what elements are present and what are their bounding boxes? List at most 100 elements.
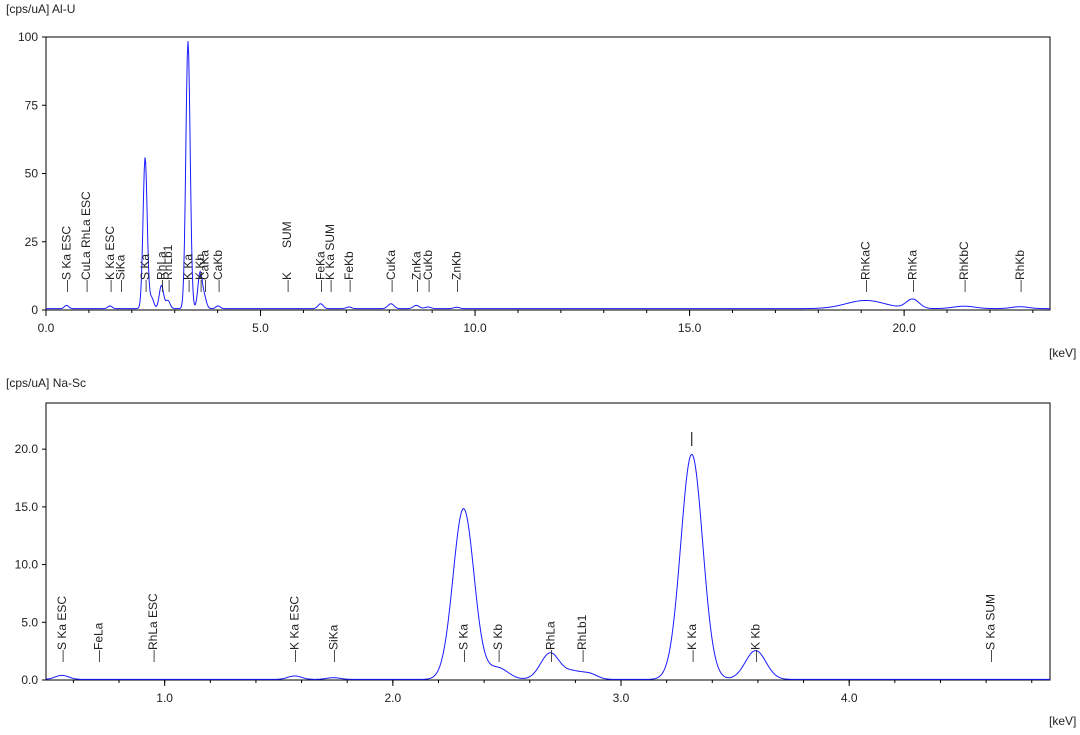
peak-annotation: —SiKa xyxy=(114,254,128,292)
x-tick-label: 5.0 xyxy=(252,321,269,335)
peak-annotation: —RhKa xyxy=(906,250,920,292)
y-axis-label: [cps/uA] Na-Sc xyxy=(6,376,86,390)
x-tick-label: 10.0 xyxy=(463,321,487,335)
peak-annotation: —FeKb xyxy=(342,251,356,292)
x-tick-label: 3.0 xyxy=(613,691,630,705)
spectrum-chart-na-sc: [cps/uA] Na-Sc [keV] 0.0 5.0 10.0 15.0 20.0 1.0… xyxy=(6,376,1076,728)
peak-label: —CuKa xyxy=(384,250,398,292)
y-tick-label: 100 xyxy=(18,30,38,44)
peak-annotation: —K Ka SUM xyxy=(323,224,337,292)
peak-annotation: —RhKb xyxy=(1013,250,1027,292)
peak-annotation: —RhLa ESC xyxy=(146,593,160,662)
spectrum-line xyxy=(46,41,1050,310)
peak-annotation: —K Ka ESC xyxy=(103,226,117,292)
peak-label: —CaKa xyxy=(197,250,211,292)
peak-annotation: —RhLa xyxy=(154,251,168,292)
y-tick-label: 10.0 xyxy=(15,558,39,572)
peak-label: —S Kb xyxy=(491,624,505,662)
peak-label: —K Ka ESC xyxy=(103,226,117,292)
y-tick-label: 0.0 xyxy=(21,673,38,687)
peak-label: —RhKa xyxy=(906,250,920,292)
peak-annotation: —CuLa RhLa ESC xyxy=(79,191,93,292)
peak-label: —RhLb1 xyxy=(575,614,589,662)
peak-annotation: —K Ka xyxy=(685,624,699,662)
peak-annotation: —CaKb xyxy=(211,250,225,292)
peak-label: —S Ka ESC xyxy=(60,226,74,292)
peak-annotation: —S Ka ESC xyxy=(60,226,74,292)
peak-label: —RhKbC xyxy=(957,241,971,292)
x-tick-label: 2.0 xyxy=(384,691,401,705)
peak-label: —K Ka xyxy=(181,254,195,292)
peak-label-secondary: SUM xyxy=(280,221,294,248)
peak-label: —CuLa RhLa ESC xyxy=(79,191,93,292)
peak-label: —K Ka xyxy=(685,624,699,662)
peak-annotation: —K SUM xyxy=(280,221,294,292)
x-tick-label: 0.0 xyxy=(38,321,55,335)
peak-label: —FeKa xyxy=(314,251,328,292)
peak-label: —ZnKb xyxy=(450,251,464,292)
peak-annotation: —K Ka xyxy=(181,254,195,292)
peak-annotation: —S Kb xyxy=(491,624,505,662)
peak-label: —SiKa xyxy=(114,254,128,292)
peak-annotation: —K Kb xyxy=(749,624,763,662)
peak-annotation: —K Ka ESC xyxy=(288,596,302,662)
peak-annotation: —S Ka xyxy=(457,624,471,662)
peak-annotation: —RhLb1 xyxy=(161,244,175,292)
peak-annotation: —S Ka ESC xyxy=(55,596,69,662)
y-tick-label: 75 xyxy=(25,98,39,112)
peak-label: —ZnKa xyxy=(409,251,423,292)
y-tick-label: 15.0 xyxy=(15,500,39,514)
spectrum-chart-al-u: [cps/uA] Al-U [keV] 0 25 50 75 100 0.0 5.0 10.0 15… xyxy=(6,2,1076,360)
peak-label: —CaKb xyxy=(211,250,225,292)
peak-label: —K Ka ESC xyxy=(288,596,302,662)
y-tick-label: 25 xyxy=(25,235,39,249)
peak-label: —S Ka xyxy=(138,254,152,292)
peak-annotation: —ZnKa xyxy=(409,251,423,292)
x-tick-label: 1.0 xyxy=(156,691,173,705)
peak-label: —S Ka ESC xyxy=(55,596,69,662)
x-axis-unit-label: [keV] xyxy=(1049,346,1076,360)
peak-annotation: —FeLa xyxy=(91,622,105,662)
y-tick-label: 5.0 xyxy=(21,615,38,629)
peak-label: —K Kb xyxy=(749,624,763,662)
peak-label: —RhLa xyxy=(154,251,168,292)
peak-label: —CuKb xyxy=(421,250,435,292)
peak-annotation: —ZnKb xyxy=(450,251,464,292)
peak-annotation: —S Ka xyxy=(138,254,152,292)
spectrum-line xyxy=(45,453,1050,680)
peak-label: —K xyxy=(280,272,294,292)
peak-label: —RhLb1 xyxy=(161,244,175,292)
peak-annotation: —CuKb xyxy=(421,250,435,292)
y-tick-label: 20.0 xyxy=(15,442,39,456)
peak-label: —RhKb xyxy=(1013,250,1027,292)
peak-annotation: —FeKa xyxy=(314,251,328,292)
peak-annotation: —RhKaC xyxy=(859,241,873,292)
peak-label: —RhLa xyxy=(543,621,557,662)
y-tick-label: 0 xyxy=(31,303,38,317)
peak-annotation: —K Kb xyxy=(193,254,207,292)
peak-annotation: —SiKa xyxy=(327,624,341,662)
x-tick-label: 20.0 xyxy=(892,321,916,335)
x-tick-label: 4.0 xyxy=(841,691,858,705)
peak-label: —RhKaC xyxy=(859,241,873,292)
x-tick-label: 15.0 xyxy=(678,321,702,335)
y-tick-label: 50 xyxy=(25,167,39,181)
peak-annotation: —RhLa xyxy=(543,621,557,662)
peak-annotation: —RhLb1 xyxy=(575,614,589,662)
peak-label: —S Ka SUM xyxy=(984,594,998,662)
peak-label: —K Kb xyxy=(193,254,207,292)
peak-label: —K Ka SUM xyxy=(323,224,337,292)
peak-label: —FeKb xyxy=(342,251,356,292)
peak-annotation: —S Ka SUM xyxy=(984,594,998,662)
y-axis-label: [cps/uA] Al-U xyxy=(6,2,75,16)
peak-annotation: —RhKbC xyxy=(957,241,971,292)
plot-frame xyxy=(45,402,1051,681)
peak-label: —FeLa xyxy=(91,622,105,662)
peak-annotation: —CaKa xyxy=(197,250,211,292)
x-axis-unit-label: [keV] xyxy=(1049,714,1076,728)
peak-label: —RhLa ESC xyxy=(146,593,160,662)
peak-annotation: —CuKa xyxy=(384,250,398,292)
peak-label: —SiKa xyxy=(327,624,341,662)
peak-label: —S Ka xyxy=(457,624,471,662)
